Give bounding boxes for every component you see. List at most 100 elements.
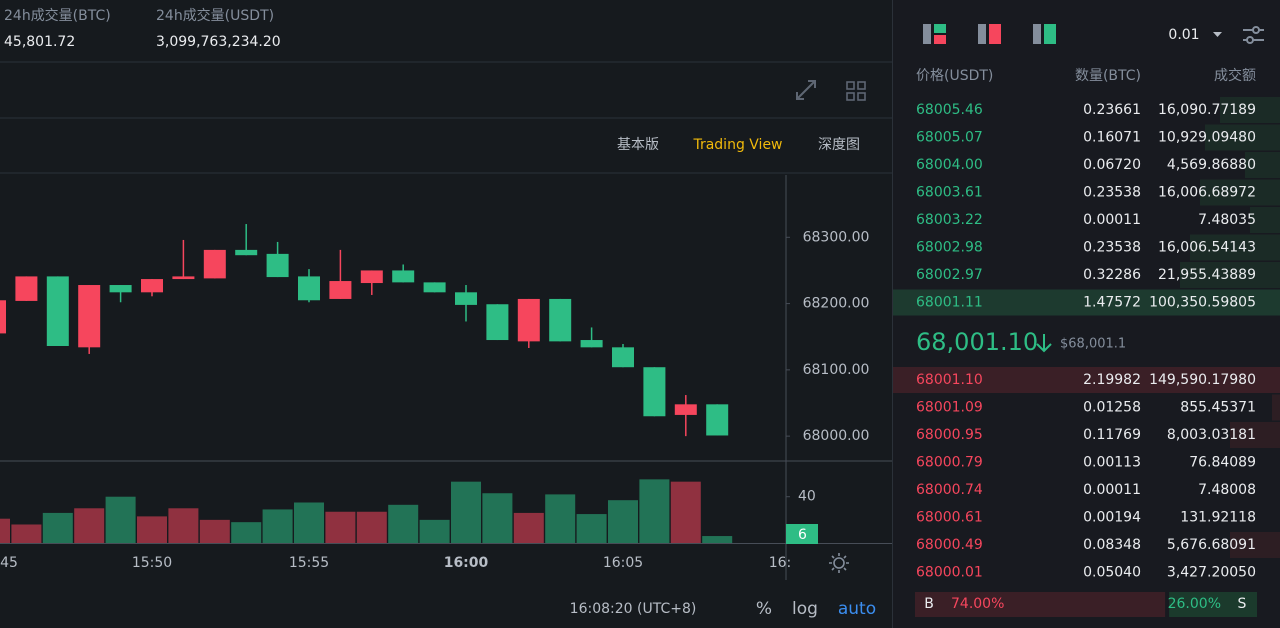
- book-amount: 2.19982: [1083, 372, 1141, 388]
- filter-icon[interactable]: [1243, 26, 1264, 44]
- column-header: 成交额: [1214, 67, 1256, 84]
- stat-label: 24h成交量(BTC): [4, 7, 111, 24]
- time-tick-label: 15:55: [289, 555, 329, 571]
- candle-body: [455, 292, 477, 305]
- depth-bar: [1180, 262, 1280, 288]
- column-header: 价格(USDT): [916, 68, 993, 84]
- volume-bar: [513, 512, 544, 543]
- settings-icon[interactable]: [829, 553, 849, 573]
- ratio-buy-value: 74.00%: [951, 596, 1004, 612]
- chart-tab-active[interactable]: Trading View: [692, 137, 782, 153]
- ratio-buy-label: B: [924, 596, 934, 612]
- depth-bar: [893, 367, 1280, 393]
- book-price: 68001.10: [916, 372, 983, 388]
- time-tick-label: 16:00: [444, 555, 489, 571]
- candle-body: [517, 298, 540, 342]
- expand-icon[interactable]: [796, 80, 816, 100]
- volume-bar: [419, 519, 450, 543]
- ratio-sell-value: 26.00%: [1168, 596, 1221, 612]
- book-amount: 0.00011: [1083, 482, 1141, 498]
- candle-body: [266, 253, 289, 278]
- book-amount: 0.16071: [1083, 130, 1141, 146]
- candle-body: [580, 340, 603, 348]
- candle-body: [706, 404, 729, 436]
- candle-body: [46, 276, 69, 346]
- book-amount: 0.32286: [1083, 267, 1141, 283]
- book-price: 68000.49: [916, 537, 983, 553]
- price-tick-label: 68100.00: [803, 362, 870, 378]
- stat-label: 24h成交量(USDT): [156, 7, 274, 24]
- column-header: 数量(BTC): [1075, 68, 1141, 84]
- price-tick-label: 68200.00: [803, 296, 870, 312]
- book-price: 68001.11: [916, 295, 983, 311]
- book-amount: 0.00011: [1083, 212, 1141, 228]
- book-total: 7.48035: [1198, 212, 1256, 228]
- scale-button[interactable]: %: [756, 599, 772, 619]
- time-tick-label: 45: [0, 555, 18, 571]
- volume-bar: [702, 536, 733, 543]
- book-total: 16,090.77189: [1158, 102, 1256, 118]
- stat-value: 3,099,763,234.20: [156, 34, 281, 50]
- volume-last-label: 6: [798, 527, 807, 543]
- stat-value: 45,801.72: [4, 34, 75, 50]
- volume-bar: [639, 479, 670, 543]
- depth-bar: [893, 289, 1280, 316]
- layout-icon[interactable]: [846, 81, 866, 101]
- book-price: 68000.01: [916, 565, 983, 581]
- book-amount: 0.08348: [1083, 537, 1141, 553]
- depth-bar: [1220, 97, 1280, 123]
- candle-body: [612, 347, 634, 368]
- volume-bar: [105, 496, 136, 543]
- book-total: 16,006.54143: [1158, 240, 1256, 256]
- plot-area: [0, 224, 733, 543]
- depth-bar: [1230, 422, 1280, 448]
- candle-body: [203, 249, 226, 279]
- book-total: 5,676.68091: [1167, 537, 1256, 553]
- book-price: 68005.46: [916, 102, 983, 118]
- candle-body: [141, 279, 163, 293]
- dropdown-caret[interactable]: [1213, 32, 1222, 37]
- depth-bar: [1272, 394, 1280, 421]
- volume-bar: [482, 493, 513, 543]
- volume-last-badge: [786, 524, 818, 544]
- volume-bar: [451, 481, 481, 543]
- depth-bar: [1250, 207, 1280, 233]
- book-price: 68004.00: [916, 157, 983, 173]
- book-total: 10,929.09480: [1158, 130, 1256, 146]
- clock: 16:08:20 (UTC+8): [570, 601, 697, 617]
- book-price: 68001.09: [916, 400, 983, 416]
- depth-bar: [1200, 179, 1280, 206]
- ratio-sell-label: S: [1238, 596, 1247, 612]
- volume-bar: [356, 511, 387, 543]
- book-total: 100,350.59805: [1149, 295, 1256, 311]
- book-view-icons[interactable]: [923, 24, 1056, 44]
- book-total: 8,003.03181: [1167, 427, 1256, 443]
- scale-button[interactable]: auto: [838, 599, 876, 619]
- chart-tab[interactable]: 深度图: [818, 137, 860, 153]
- ratio-sell-bar: [1169, 592, 1257, 617]
- book-total: 149,590.17980: [1149, 372, 1256, 388]
- volume-bar: [42, 512, 73, 543]
- volume-bar: [325, 511, 356, 543]
- candle-body: [486, 304, 509, 341]
- volume-bar: [231, 522, 262, 543]
- candle-body: [109, 285, 132, 293]
- book-amount: 0.01258: [1083, 400, 1141, 416]
- time-tick-label: 16:: [769, 555, 792, 571]
- volume-bar: [11, 524, 42, 543]
- precision-select[interactable]: 0.01: [1168, 27, 1199, 43]
- book-total: 131.92118: [1180, 510, 1256, 526]
- book-amount: 0.23661: [1083, 102, 1141, 118]
- book-amount: 0.06720: [1083, 157, 1141, 173]
- scale-button[interactable]: log: [792, 599, 818, 619]
- time-tick-label: 15:50: [132, 555, 172, 571]
- volume-bar: [388, 504, 419, 543]
- volume-tick-label: 40: [798, 489, 816, 505]
- candle-body: [0, 300, 6, 334]
- book-price: 68000.95: [916, 427, 983, 443]
- book-price: 68002.98: [916, 240, 983, 256]
- chart-tab[interactable]: 基本版: [617, 136, 659, 153]
- book-price: 68000.74: [916, 482, 983, 498]
